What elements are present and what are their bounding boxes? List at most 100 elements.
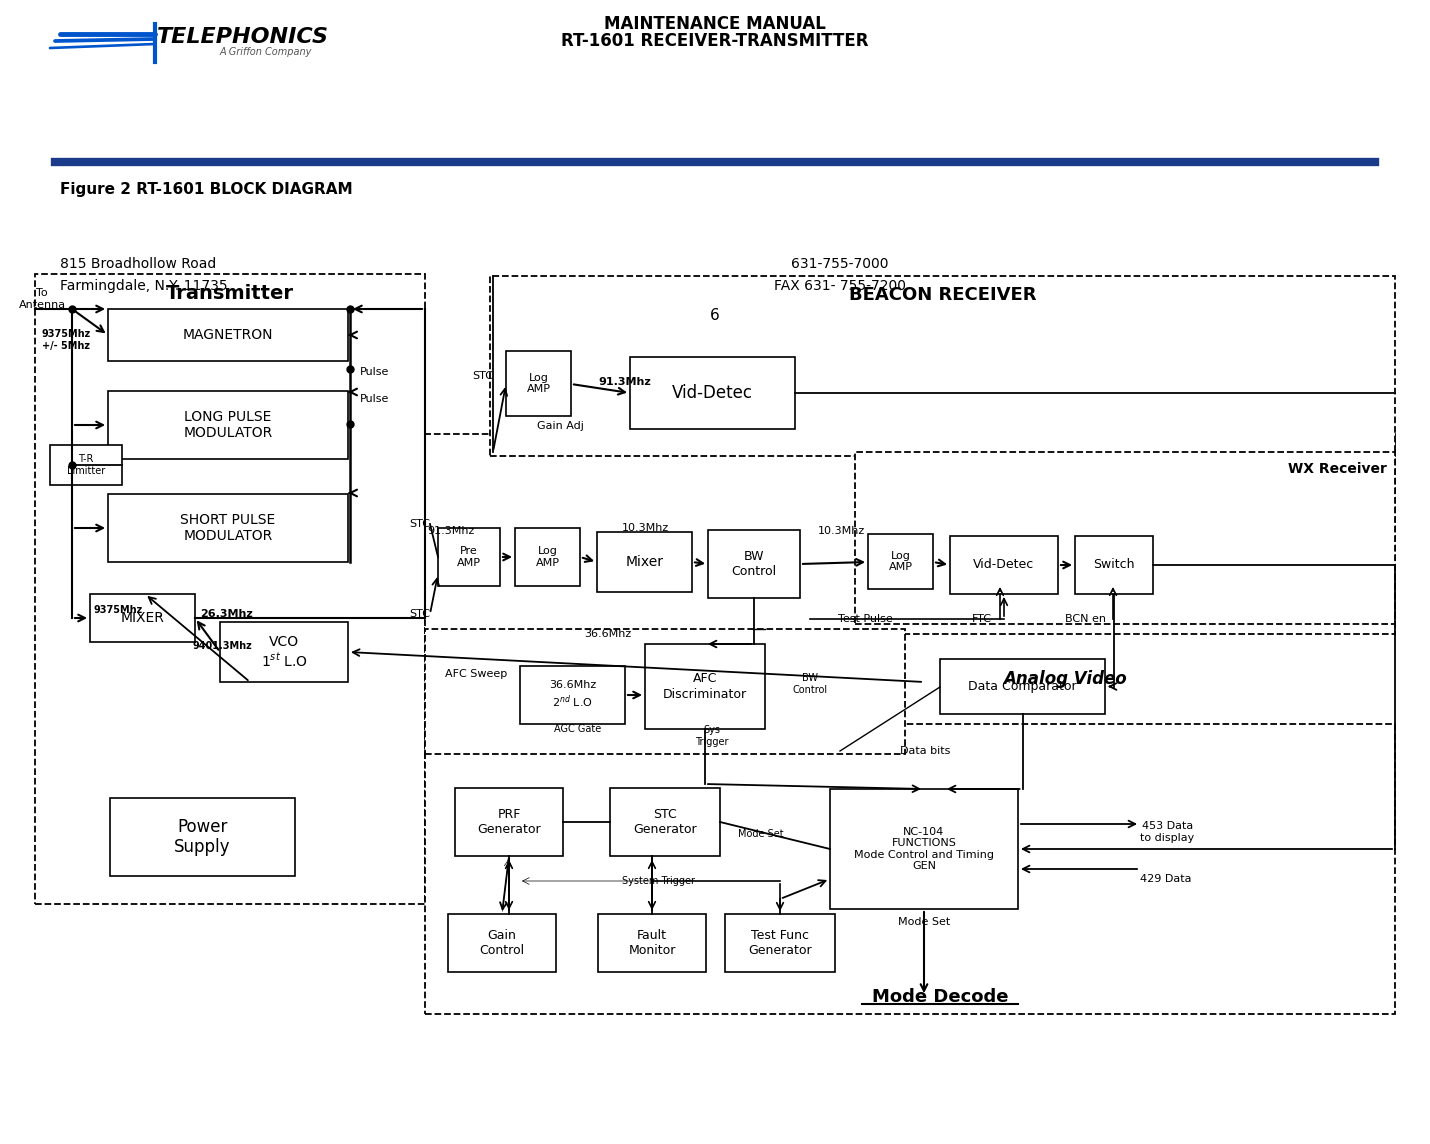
Text: Mode Set: Mode Set: [738, 829, 784, 839]
Text: MAINTENANCE MANUAL: MAINTENANCE MANUAL: [603, 15, 827, 33]
Bar: [109, 494, 347, 562]
Bar: [1075, 537, 1153, 594]
Bar: [425, 434, 1396, 634]
Text: Analog Video: Analog Video: [1004, 670, 1127, 688]
Bar: [940, 659, 1105, 714]
Text: 36.6Mhz
2$^{nd}$ L.O: 36.6Mhz 2$^{nd}$ L.O: [549, 681, 596, 709]
Bar: [868, 534, 932, 589]
Text: Log
AMP: Log AMP: [888, 550, 912, 572]
Text: AGC Gate: AGC Gate: [555, 724, 602, 734]
Text: Data bits: Data bits: [899, 746, 951, 756]
Text: TELEPHONICS: TELEPHONICS: [157, 27, 329, 47]
Text: WX Receiver: WX Receiver: [1288, 462, 1387, 476]
Bar: [220, 622, 347, 682]
Text: 815 Broadhollow Road: 815 Broadhollow Road: [60, 257, 216, 271]
Text: Gain Adj: Gain Adj: [536, 421, 583, 431]
Bar: [490, 276, 1396, 456]
Text: Farmingdale, N.Y. 11735: Farmingdale, N.Y. 11735: [60, 279, 227, 293]
Text: Figure 2 RT-1601 BLOCK DIAGRAM: Figure 2 RT-1601 BLOCK DIAGRAM: [60, 182, 353, 197]
Bar: [950, 537, 1058, 594]
Text: STC: STC: [409, 609, 430, 619]
Text: FAX 631- 755-7200: FAX 631- 755-7200: [774, 279, 907, 293]
Text: 26.3Mhz: 26.3Mhz: [200, 609, 253, 619]
Text: Test Func
Generator: Test Func Generator: [748, 929, 812, 958]
Text: Test Pulse: Test Pulse: [838, 614, 892, 623]
Text: Fault
Monitor: Fault Monitor: [628, 929, 676, 958]
Text: Power
Supply: Power Supply: [174, 818, 230, 857]
Text: MIXER: MIXER: [120, 611, 164, 625]
Bar: [725, 914, 835, 972]
Text: 453 Data
to display: 453 Data to display: [1140, 821, 1194, 843]
Text: Data Comparator: Data Comparator: [968, 680, 1077, 693]
Bar: [438, 529, 500, 586]
Text: Vid-Detec: Vid-Detec: [672, 384, 754, 402]
Bar: [110, 799, 295, 876]
Text: Gain
Control: Gain Control: [479, 929, 525, 958]
Text: 10.3Mhz: 10.3Mhz: [622, 523, 669, 533]
Text: To
Antenna: To Antenna: [19, 288, 66, 310]
Text: 10.3Mhz: 10.3Mhz: [818, 526, 865, 537]
Text: 91.3Mhz: 91.3Mhz: [428, 526, 475, 537]
Text: LONG PULSE
MODULATOR: LONG PULSE MODULATOR: [183, 410, 273, 440]
Bar: [829, 789, 1018, 909]
Bar: [611, 788, 719, 856]
Text: System Trigger: System Trigger: [622, 876, 695, 885]
Text: Vid-Detec: Vid-Detec: [974, 558, 1035, 572]
Text: 429 Data: 429 Data: [1140, 874, 1191, 884]
Text: Log
AMP: Log AMP: [535, 546, 559, 567]
Text: Mode Set: Mode Set: [898, 917, 950, 927]
Text: PRF
Generator: PRF Generator: [478, 808, 541, 836]
Text: BEACON RECEIVER: BEACON RECEIVER: [849, 286, 1037, 304]
Bar: [34, 275, 425, 904]
Bar: [708, 530, 799, 598]
Bar: [631, 357, 795, 429]
Text: AFC
Discriminator: AFC Discriminator: [664, 673, 746, 700]
Bar: [645, 644, 765, 729]
Bar: [855, 452, 1396, 623]
Text: RT-1601 RECEIVER-TRANSMITTER: RT-1601 RECEIVER-TRANSMITTER: [561, 32, 869, 50]
Text: FTC: FTC: [972, 614, 992, 623]
Text: T-R
Limitter: T-R Limitter: [67, 454, 106, 476]
Bar: [598, 914, 706, 972]
Bar: [455, 788, 563, 856]
Text: BW
Control: BW Control: [731, 550, 776, 578]
Text: MAGNETRON: MAGNETRON: [183, 328, 273, 342]
Text: 91.3Mhz: 91.3Mhz: [598, 378, 651, 387]
Text: VCO
1$^{st}$ L.O: VCO 1$^{st}$ L.O: [260, 635, 307, 669]
Text: Mixer: Mixer: [625, 555, 664, 569]
Bar: [425, 629, 905, 754]
Text: BW
Control: BW Control: [792, 673, 828, 694]
Text: 631-755-7000: 631-755-7000: [791, 257, 889, 271]
Text: 6: 6: [711, 309, 719, 324]
Text: Mode Decode: Mode Decode: [872, 988, 1008, 1006]
Text: 9375Mhz: 9375Mhz: [93, 605, 142, 615]
Text: Log
AMP: Log AMP: [526, 373, 551, 395]
Text: 9401.3Mhz: 9401.3Mhz: [192, 641, 252, 651]
Text: 9375Mhz: 9375Mhz: [41, 329, 92, 339]
Text: 36.6Mhz: 36.6Mhz: [585, 629, 632, 639]
Bar: [596, 532, 692, 591]
Text: A Griffon Company: A Griffon Company: [220, 47, 312, 57]
Text: BCN en: BCN en: [1065, 614, 1105, 623]
Bar: [109, 309, 347, 362]
Text: STC: STC: [472, 371, 493, 381]
Bar: [521, 666, 625, 724]
Bar: [506, 351, 571, 416]
Text: Pre
AMP: Pre AMP: [458, 546, 480, 567]
Bar: [448, 914, 556, 972]
Text: Pulse: Pulse: [360, 367, 389, 378]
Text: Transmitter: Transmitter: [166, 284, 295, 303]
Text: STC: STC: [409, 519, 430, 529]
Text: NC-104
FUNCTIONS
Mode Control and Timing
GEN: NC-104 FUNCTIONS Mode Control and Timing…: [854, 827, 994, 872]
Text: +/- 5Mhz: +/- 5Mhz: [41, 341, 90, 351]
Text: Switch: Switch: [1094, 558, 1135, 572]
Text: STC
Generator: STC Generator: [633, 808, 696, 836]
Bar: [109, 391, 347, 459]
Text: Pulse: Pulse: [360, 394, 389, 404]
Text: AFC Sweep: AFC Sweep: [445, 669, 508, 680]
Bar: [50, 445, 122, 485]
Bar: [425, 724, 1396, 1014]
Text: Sys
Trigger: Sys Trigger: [695, 725, 729, 747]
Bar: [90, 594, 194, 642]
Text: SHORT PULSE
MODULATOR: SHORT PULSE MODULATOR: [180, 513, 276, 543]
